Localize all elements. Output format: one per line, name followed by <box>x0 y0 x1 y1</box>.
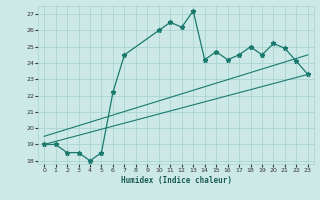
X-axis label: Humidex (Indice chaleur): Humidex (Indice chaleur) <box>121 176 231 185</box>
